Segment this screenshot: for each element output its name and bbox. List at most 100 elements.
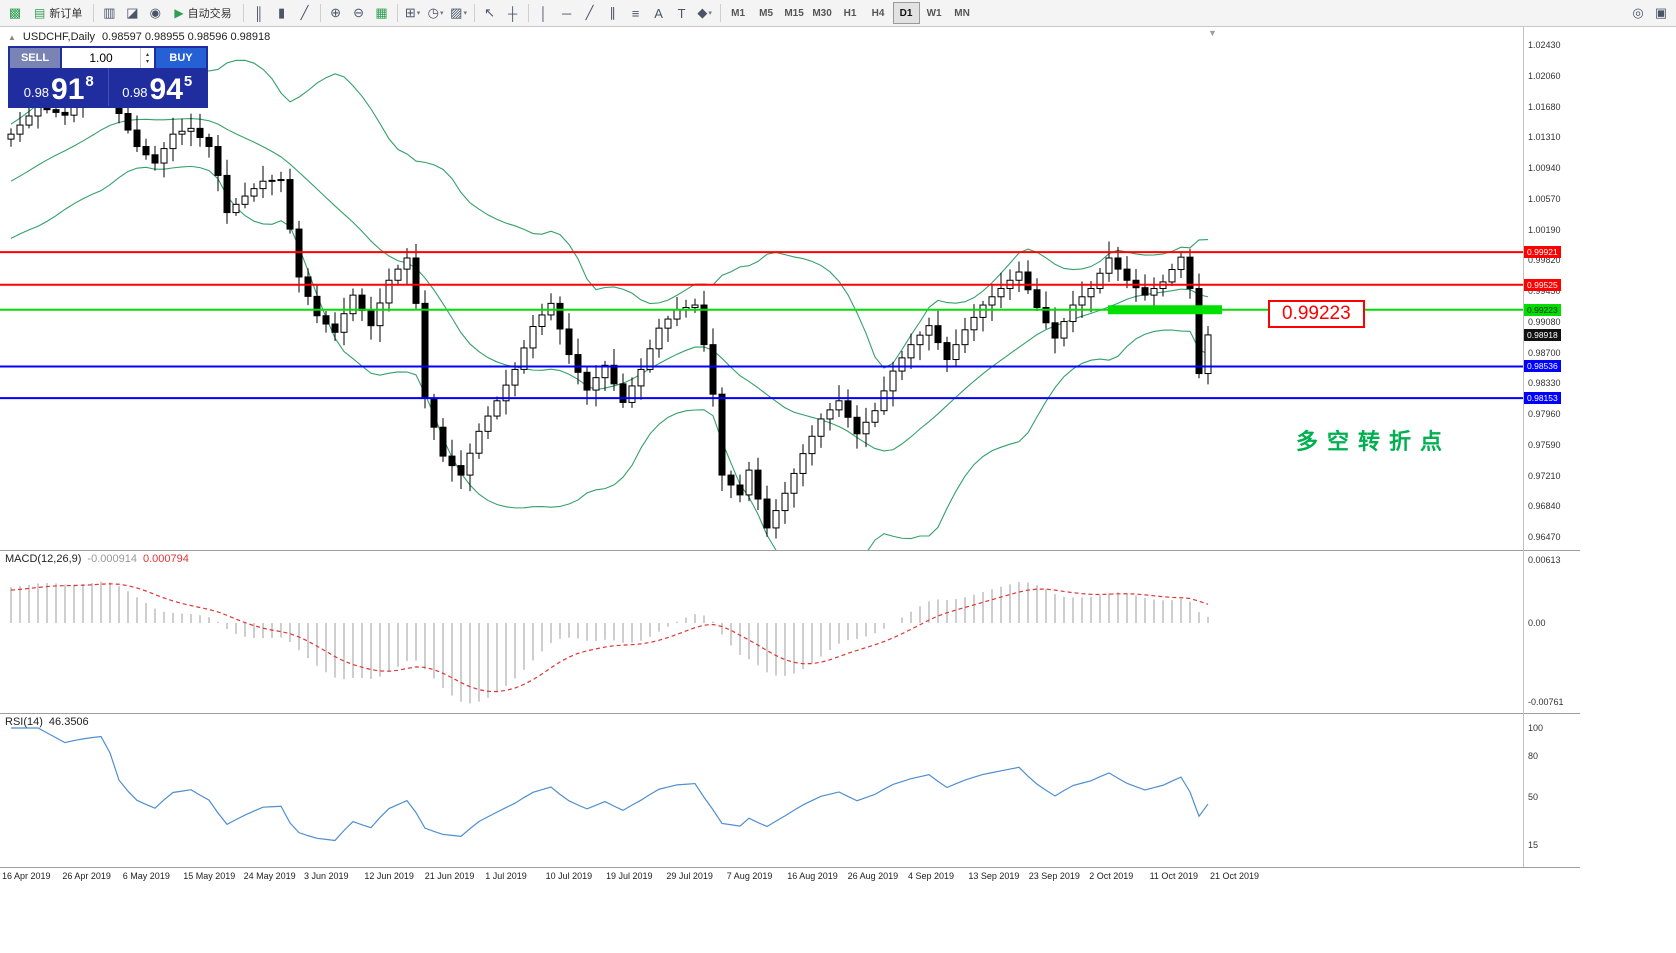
price-axis-label: 1.00940 xyxy=(1528,162,1561,173)
timeframe-mn[interactable]: MN xyxy=(954,7,970,19)
candle xyxy=(430,397,438,428)
candle xyxy=(1042,307,1050,324)
timeframe-d1[interactable]: D1 xyxy=(892,2,920,24)
candle xyxy=(412,257,420,304)
macd-indicator-panel xyxy=(10,581,1209,704)
indicators-icon: ⊞ xyxy=(404,5,416,20)
timeframe-m5[interactable]: M5 xyxy=(759,7,774,19)
candle xyxy=(385,279,393,304)
candle xyxy=(736,484,744,496)
candle xyxy=(457,465,465,476)
date-axis-label: 16 Apr 2019 xyxy=(2,871,51,881)
auto-trading-button[interactable]: ▶ 自动交易 xyxy=(167,2,238,24)
date-axis-label: 23 Sep 2019 xyxy=(1028,871,1080,881)
fibonacci-tool-icon[interactable]: ≡ xyxy=(631,5,640,21)
timeframe-w1[interactable]: W1 xyxy=(926,7,942,19)
candle xyxy=(25,115,33,126)
macd-signal-line xyxy=(10,583,1209,693)
macd-name: MACD(12,26,9) xyxy=(5,553,82,565)
candle xyxy=(1123,268,1131,281)
toolbar-separator xyxy=(93,4,95,22)
price-axis-label: 0.99080 xyxy=(1528,316,1561,327)
grid-icon[interactable]: ▦ xyxy=(375,5,388,20)
trendline-tool-icon[interactable]: ╱ xyxy=(585,5,594,20)
volume-up-icon[interactable]: ▴ xyxy=(145,52,149,58)
candle xyxy=(1105,257,1113,274)
candle xyxy=(1033,289,1041,309)
ask-pip-digit: 5 xyxy=(183,73,193,90)
candle xyxy=(520,347,528,370)
zoom-out-icon[interactable]: ⊖ xyxy=(353,5,365,20)
timeframe-h4[interactable]: H4 xyxy=(871,7,885,19)
shapes-icon: ◆ xyxy=(697,5,708,20)
timeframe-m30[interactable]: M30 xyxy=(812,7,832,19)
candle xyxy=(628,385,636,403)
rsi-value: 46.3506 xyxy=(48,716,89,728)
vertical-line-tool-icon[interactable]: │ xyxy=(539,5,548,21)
bid-price[interactable]: 0.98 91 8 xyxy=(10,68,108,106)
timeframe-h1[interactable]: H1 xyxy=(843,7,857,19)
chart-symbol-period: USDCHF,Daily xyxy=(22,31,96,43)
candle xyxy=(367,309,375,327)
chart-shift-marker[interactable]: ▼ xyxy=(1208,28,1217,38)
candle xyxy=(421,302,429,399)
indicators-button[interactable]: ⊞ ▾ xyxy=(402,2,424,24)
hand-tool-icon[interactable]: ▣ xyxy=(1654,5,1668,20)
label-tool-icon[interactable]: T xyxy=(677,5,686,21)
collapse-quote-panel-icon[interactable]: ▲ xyxy=(8,32,16,42)
volume-input[interactable]: 1.00 xyxy=(89,51,113,65)
price-axis-label: 0.96470 xyxy=(1528,531,1561,542)
candle xyxy=(754,469,762,500)
new-order-button[interactable]: ▤ 新订单 xyxy=(27,2,89,24)
candle xyxy=(1168,269,1176,283)
volume-down-icon[interactable]: ▾ xyxy=(145,59,149,65)
candle xyxy=(241,195,249,205)
ask-price[interactable]: 0.98 94 5 xyxy=(109,68,207,106)
candle xyxy=(16,124,24,135)
date-axis-label: 2 Oct 2019 xyxy=(1089,871,1134,881)
shapes-tool-button[interactable]: ◆ ▾ xyxy=(694,2,716,24)
line-chart-icon[interactable]: ╱ xyxy=(300,5,309,20)
navigator-icon[interactable]: ◉ xyxy=(149,5,162,20)
price-level-tag: 0.98536 xyxy=(1524,360,1561,373)
candlestick-chart-icon[interactable]: ▮ xyxy=(278,5,286,20)
date-axis-label: 6 May 2019 xyxy=(122,871,170,881)
price-axis-label: 1.02060 xyxy=(1528,70,1561,81)
candle xyxy=(7,133,15,140)
candle xyxy=(853,416,861,435)
market-watch-icon[interactable]: ▥ xyxy=(103,5,116,20)
periods-button[interactable]: ◷ ▾ xyxy=(425,2,447,24)
data-window-icon[interactable]: ◪ xyxy=(126,5,139,20)
candle xyxy=(1150,288,1158,296)
timeframe-m15[interactable]: M15 xyxy=(784,7,804,19)
price-callout[interactable]: 0.99223 xyxy=(1268,300,1365,328)
candle xyxy=(781,492,789,512)
channel-tool-icon[interactable]: ∥ xyxy=(609,5,616,20)
templates-button[interactable]: ▨ ▾ xyxy=(448,2,470,24)
new-order-label: 新订单 xyxy=(49,8,83,20)
candle xyxy=(952,344,960,361)
volume-field[interactable]: 1.00 ▴ ▾ xyxy=(62,48,154,68)
candle xyxy=(160,148,168,164)
candle xyxy=(538,314,546,327)
zoom-in-icon[interactable]: ⊕ xyxy=(330,5,342,20)
buy-button[interactable]: BUY xyxy=(156,48,206,68)
rsi-axis-label: 15 xyxy=(1528,840,1539,851)
pointer-mode-icon[interactable]: ◎ xyxy=(1632,5,1644,20)
candle xyxy=(700,304,708,346)
date-axis-label: 24 May 2019 xyxy=(243,871,296,881)
candle xyxy=(1204,334,1212,375)
bar-chart-icon[interactable]: ║ xyxy=(253,5,264,21)
chevron-down-icon: ▾ xyxy=(708,10,712,17)
crosshair-icon[interactable]: ┼ xyxy=(507,5,518,21)
timeframe-m1[interactable]: M1 xyxy=(731,7,746,19)
cursor-icon[interactable]: ↖ xyxy=(484,5,496,20)
text-tool-icon[interactable]: A xyxy=(654,5,663,21)
horizontal-line-tool-icon[interactable]: ─ xyxy=(561,5,572,21)
sell-button[interactable]: SELL xyxy=(10,48,60,68)
rsi-axis-label: 50 xyxy=(1528,792,1539,802)
macd-axis-label: 0.00 xyxy=(1528,618,1546,628)
candle xyxy=(1141,287,1149,296)
